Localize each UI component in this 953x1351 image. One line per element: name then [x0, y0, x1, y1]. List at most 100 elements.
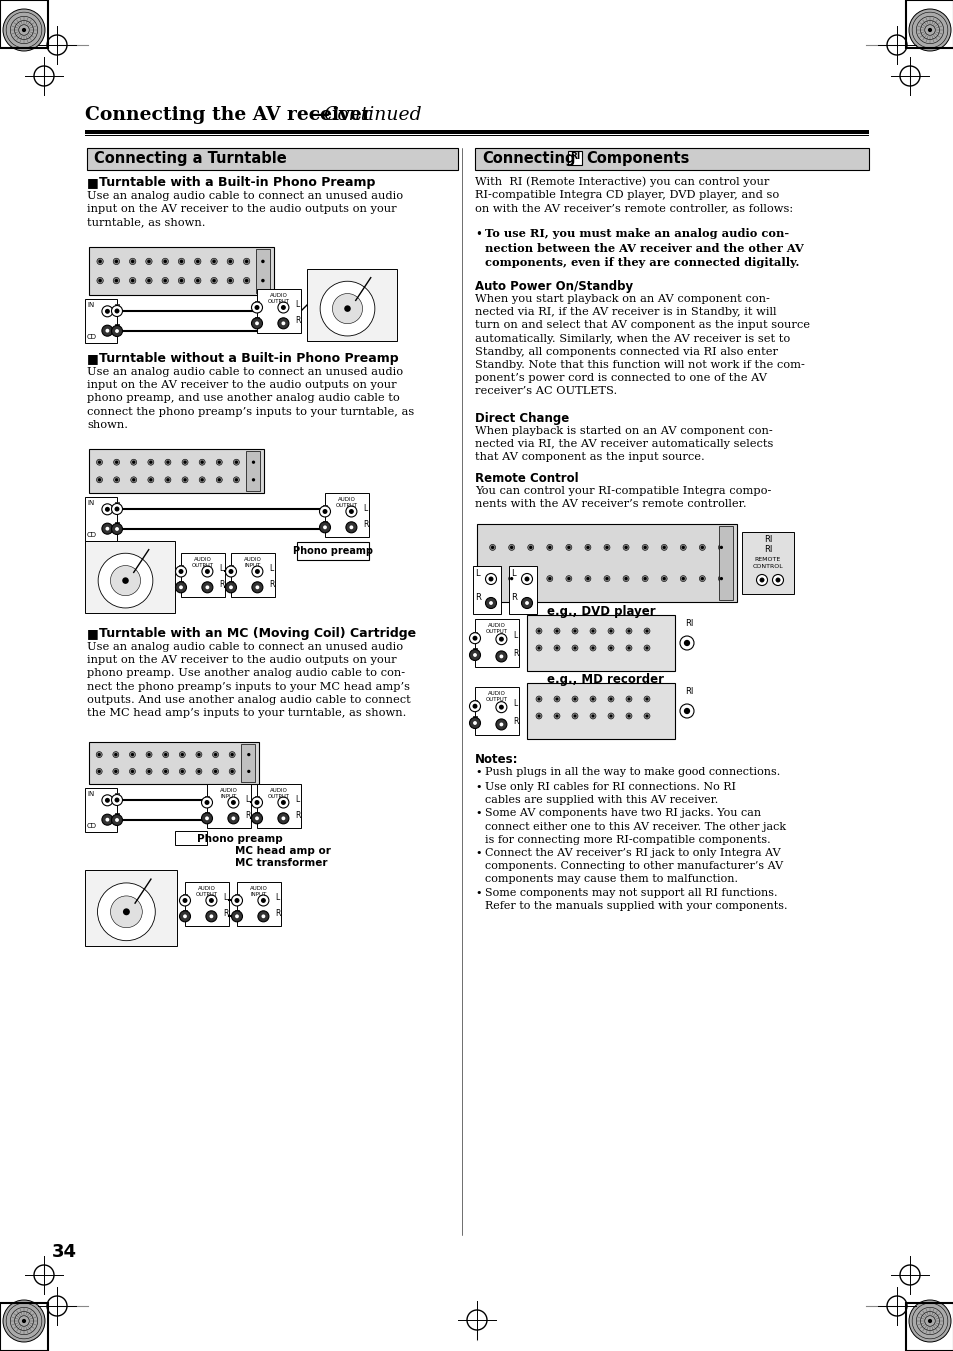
Circle shape	[555, 630, 558, 632]
Circle shape	[210, 915, 213, 919]
Circle shape	[469, 650, 480, 661]
Circle shape	[281, 322, 285, 326]
Text: OUTPUT: OUTPUT	[195, 892, 218, 897]
Circle shape	[555, 647, 558, 650]
Text: OUTPUT: OUTPUT	[485, 697, 507, 703]
Circle shape	[605, 577, 608, 580]
Text: CD: CD	[87, 532, 97, 538]
Circle shape	[205, 569, 210, 574]
Circle shape	[683, 708, 689, 715]
Circle shape	[199, 477, 205, 482]
Circle shape	[700, 546, 703, 549]
Circle shape	[112, 305, 122, 316]
Bar	[0, 1302, 48, 1351]
Circle shape	[718, 576, 723, 581]
Text: AUDIO: AUDIO	[244, 557, 262, 562]
Circle shape	[98, 278, 102, 282]
Circle shape	[625, 696, 631, 703]
Circle shape	[323, 526, 327, 530]
Circle shape	[254, 816, 258, 820]
Text: AUDIO: AUDIO	[337, 497, 355, 503]
Circle shape	[489, 576, 495, 581]
Circle shape	[165, 477, 171, 482]
Circle shape	[679, 704, 693, 717]
Circle shape	[201, 813, 213, 824]
Circle shape	[149, 461, 152, 463]
Text: R: R	[513, 648, 518, 658]
Circle shape	[115, 461, 118, 463]
Bar	[229, 581, 233, 588]
Circle shape	[113, 277, 119, 284]
Circle shape	[166, 461, 170, 463]
Text: RI: RI	[763, 535, 771, 544]
Bar	[905, 1302, 953, 1351]
Text: L: L	[513, 631, 517, 640]
Bar	[85, 130, 868, 134]
Circle shape	[102, 305, 112, 317]
Circle shape	[112, 523, 122, 535]
Bar	[473, 716, 476, 723]
Circle shape	[536, 644, 541, 651]
Circle shape	[98, 554, 152, 608]
Bar	[115, 523, 118, 530]
Circle shape	[113, 477, 119, 482]
Circle shape	[96, 769, 102, 774]
Text: L: L	[513, 700, 517, 708]
Circle shape	[554, 696, 559, 703]
Circle shape	[488, 577, 493, 581]
Text: R: R	[295, 811, 301, 820]
Circle shape	[149, 478, 152, 481]
Circle shape	[106, 328, 110, 332]
Circle shape	[605, 546, 608, 549]
Circle shape	[228, 797, 238, 808]
Circle shape	[163, 278, 167, 282]
Circle shape	[199, 459, 205, 465]
Circle shape	[106, 527, 110, 531]
Circle shape	[201, 797, 213, 808]
Circle shape	[98, 259, 102, 263]
Circle shape	[122, 577, 129, 584]
Bar	[241, 744, 254, 782]
Text: When playback is started on an AV component con-
nected via RI, the AV receiver : When playback is started on an AV compon…	[475, 426, 773, 462]
Circle shape	[105, 507, 110, 512]
Circle shape	[609, 630, 612, 632]
Circle shape	[114, 753, 117, 757]
Circle shape	[641, 544, 647, 550]
Circle shape	[591, 715, 594, 717]
Circle shape	[252, 566, 263, 577]
Bar	[115, 324, 118, 331]
Text: Turntable with an MC (Moving Coil) Cartridge: Turntable with an MC (Moving Coil) Cartr…	[99, 627, 416, 640]
Circle shape	[179, 769, 185, 774]
Circle shape	[319, 521, 330, 532]
Circle shape	[234, 478, 238, 481]
Circle shape	[225, 566, 236, 577]
Bar	[235, 894, 238, 901]
Circle shape	[679, 544, 685, 550]
Text: Connecting: Connecting	[481, 151, 575, 166]
Text: CD: CD	[87, 823, 97, 830]
Circle shape	[624, 577, 627, 580]
Circle shape	[469, 717, 480, 728]
Text: Turntable without a Built-in Phono Preamp: Turntable without a Built-in Phono Pream…	[99, 353, 398, 365]
Circle shape	[183, 915, 187, 919]
Text: Use only RI cables for RI connections. No RI
cables are supplied with this AV re: Use only RI cables for RI connections. N…	[484, 781, 735, 805]
Circle shape	[205, 585, 209, 589]
Circle shape	[165, 459, 171, 465]
Circle shape	[257, 911, 269, 921]
Text: INPUT: INPUT	[251, 892, 267, 897]
Text: e.g., MD recorder: e.g., MD recorder	[546, 673, 663, 686]
Circle shape	[217, 478, 221, 481]
Circle shape	[280, 800, 286, 805]
Circle shape	[148, 477, 153, 482]
Circle shape	[643, 644, 649, 651]
Circle shape	[245, 259, 248, 263]
Circle shape	[524, 601, 528, 605]
Circle shape	[175, 582, 186, 593]
Text: Some AV components have two RI jacks. You can
connect either one to this AV rece: Some AV components have two RI jacks. Yo…	[484, 808, 785, 844]
Circle shape	[206, 911, 216, 921]
Text: OUTPUT: OUTPUT	[268, 794, 290, 798]
Circle shape	[572, 696, 578, 703]
Circle shape	[114, 278, 118, 282]
Circle shape	[625, 713, 631, 719]
Bar	[229, 565, 233, 571]
